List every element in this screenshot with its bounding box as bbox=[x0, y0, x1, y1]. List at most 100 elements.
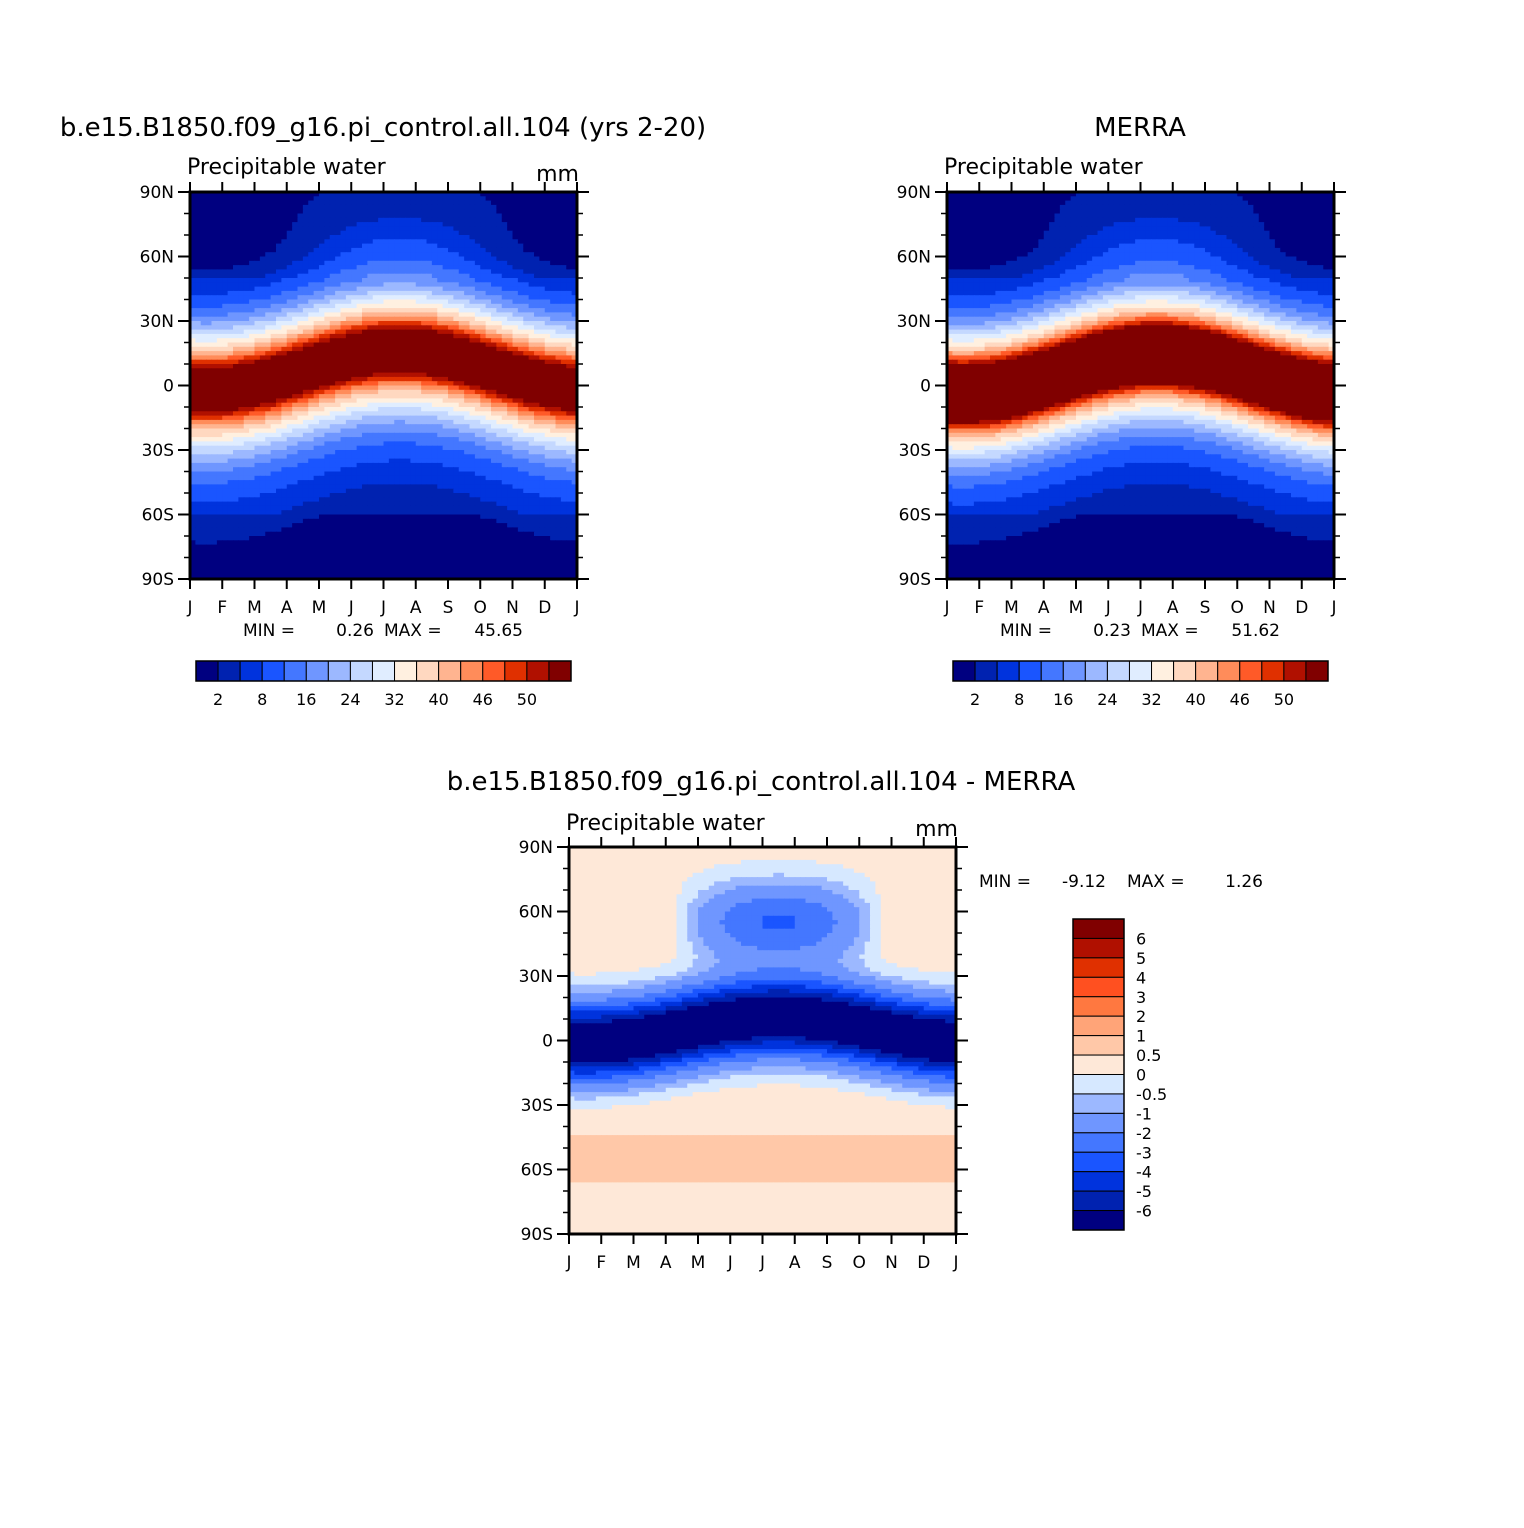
contour-cell bbox=[281, 260, 288, 266]
contour-cell bbox=[512, 217, 519, 223]
contour-cell bbox=[394, 295, 401, 301]
contour-cell bbox=[313, 359, 320, 365]
contour-cell bbox=[474, 295, 481, 301]
contour-cell bbox=[517, 239, 524, 245]
contour-cell bbox=[356, 346, 363, 352]
contour-cell bbox=[491, 389, 497, 395]
contour-cell bbox=[211, 411, 218, 417]
contour-cell bbox=[297, 239, 304, 245]
contour-cell bbox=[555, 196, 562, 202]
contour-cell bbox=[491, 355, 497, 361]
contour-cell bbox=[324, 402, 331, 408]
contour-cell bbox=[286, 471, 293, 477]
contour-cell bbox=[249, 458, 256, 464]
contour-cell bbox=[491, 385, 497, 391]
contour-cell bbox=[265, 475, 272, 481]
contour-cell bbox=[523, 450, 530, 455]
contour-cell bbox=[491, 256, 497, 262]
contour-cell bbox=[200, 359, 207, 365]
contour-cell bbox=[265, 381, 272, 387]
contour-cell bbox=[313, 239, 320, 245]
contour-cell bbox=[270, 437, 277, 442]
contour-cell bbox=[292, 252, 299, 258]
contour-cell bbox=[517, 209, 524, 215]
contour-cell bbox=[302, 303, 309, 309]
contour-cell bbox=[415, 192, 422, 197]
contour-cell bbox=[512, 333, 519, 339]
contour-cell bbox=[501, 243, 508, 249]
contour-cell bbox=[453, 475, 460, 481]
contour-cell bbox=[222, 402, 229, 408]
contour-cell bbox=[566, 321, 573, 326]
contour-cell bbox=[308, 450, 315, 455]
contour-cell bbox=[276, 213, 282, 219]
contour-cell bbox=[555, 316, 562, 322]
contour-cell bbox=[399, 342, 406, 348]
contour-cell bbox=[378, 312, 385, 318]
contour-cell bbox=[426, 355, 433, 361]
contour-cell bbox=[507, 364, 514, 369]
contour-cell bbox=[453, 196, 460, 202]
contour-cell bbox=[324, 192, 331, 197]
contour-cell bbox=[308, 346, 315, 352]
contour-cell bbox=[372, 394, 379, 399]
contour-cell bbox=[426, 437, 433, 442]
contour-cell bbox=[453, 441, 460, 447]
contour-cell bbox=[340, 385, 347, 391]
contour-cell bbox=[507, 415, 514, 421]
contour-cell bbox=[550, 269, 557, 275]
contour-cell bbox=[313, 389, 320, 395]
contour-cell bbox=[517, 450, 524, 455]
contour-cell bbox=[222, 316, 229, 322]
contour-cell bbox=[378, 441, 385, 447]
contour-cell bbox=[206, 217, 213, 223]
contour-cell bbox=[566, 325, 573, 331]
contour-cell bbox=[308, 299, 315, 305]
contour-cell bbox=[550, 230, 557, 236]
contour-cell bbox=[227, 312, 234, 318]
contour-cell bbox=[437, 209, 444, 215]
contour-cell bbox=[480, 200, 487, 206]
contour-cell bbox=[410, 303, 417, 309]
contour-cell bbox=[469, 364, 476, 369]
contour-cell bbox=[571, 372, 578, 378]
contour-cell bbox=[523, 359, 530, 365]
contour-cell bbox=[431, 230, 438, 236]
contour-cell bbox=[378, 299, 385, 305]
contour-cell bbox=[281, 290, 288, 296]
contour-cell bbox=[329, 381, 336, 387]
contour-cell bbox=[249, 441, 256, 447]
contour-cell bbox=[453, 445, 460, 451]
contour-cell bbox=[222, 441, 229, 447]
contour-cell bbox=[528, 437, 535, 442]
contour-cell bbox=[238, 338, 245, 344]
contour-cell bbox=[388, 200, 395, 206]
contour-cell bbox=[566, 226, 573, 232]
contour-cell bbox=[249, 269, 256, 275]
contour-cell bbox=[340, 351, 347, 356]
contour-cell bbox=[254, 278, 261, 283]
contour-cell bbox=[378, 308, 385, 313]
contour-cell bbox=[222, 381, 229, 387]
contour-cell bbox=[200, 458, 207, 464]
contour-cell bbox=[517, 204, 524, 210]
contour-cell bbox=[335, 458, 342, 464]
contour-cell bbox=[448, 471, 454, 477]
contour-cell bbox=[485, 243, 492, 249]
contour-cell bbox=[249, 402, 256, 408]
contour-cell bbox=[480, 196, 487, 202]
contour-cell bbox=[367, 269, 374, 275]
contour-cell bbox=[399, 450, 406, 455]
contour-cell bbox=[560, 454, 567, 460]
contour-cell bbox=[528, 226, 535, 232]
contour-cell bbox=[200, 204, 207, 210]
contour-cell bbox=[319, 303, 325, 309]
contour-cell bbox=[464, 381, 471, 387]
contour-cell bbox=[448, 467, 454, 473]
contour-cell bbox=[233, 351, 239, 356]
contour-cell bbox=[399, 389, 406, 395]
contour-cell bbox=[496, 385, 503, 391]
contour-cell bbox=[448, 385, 454, 391]
contour-cell bbox=[216, 213, 223, 219]
contour-cell bbox=[437, 308, 444, 313]
